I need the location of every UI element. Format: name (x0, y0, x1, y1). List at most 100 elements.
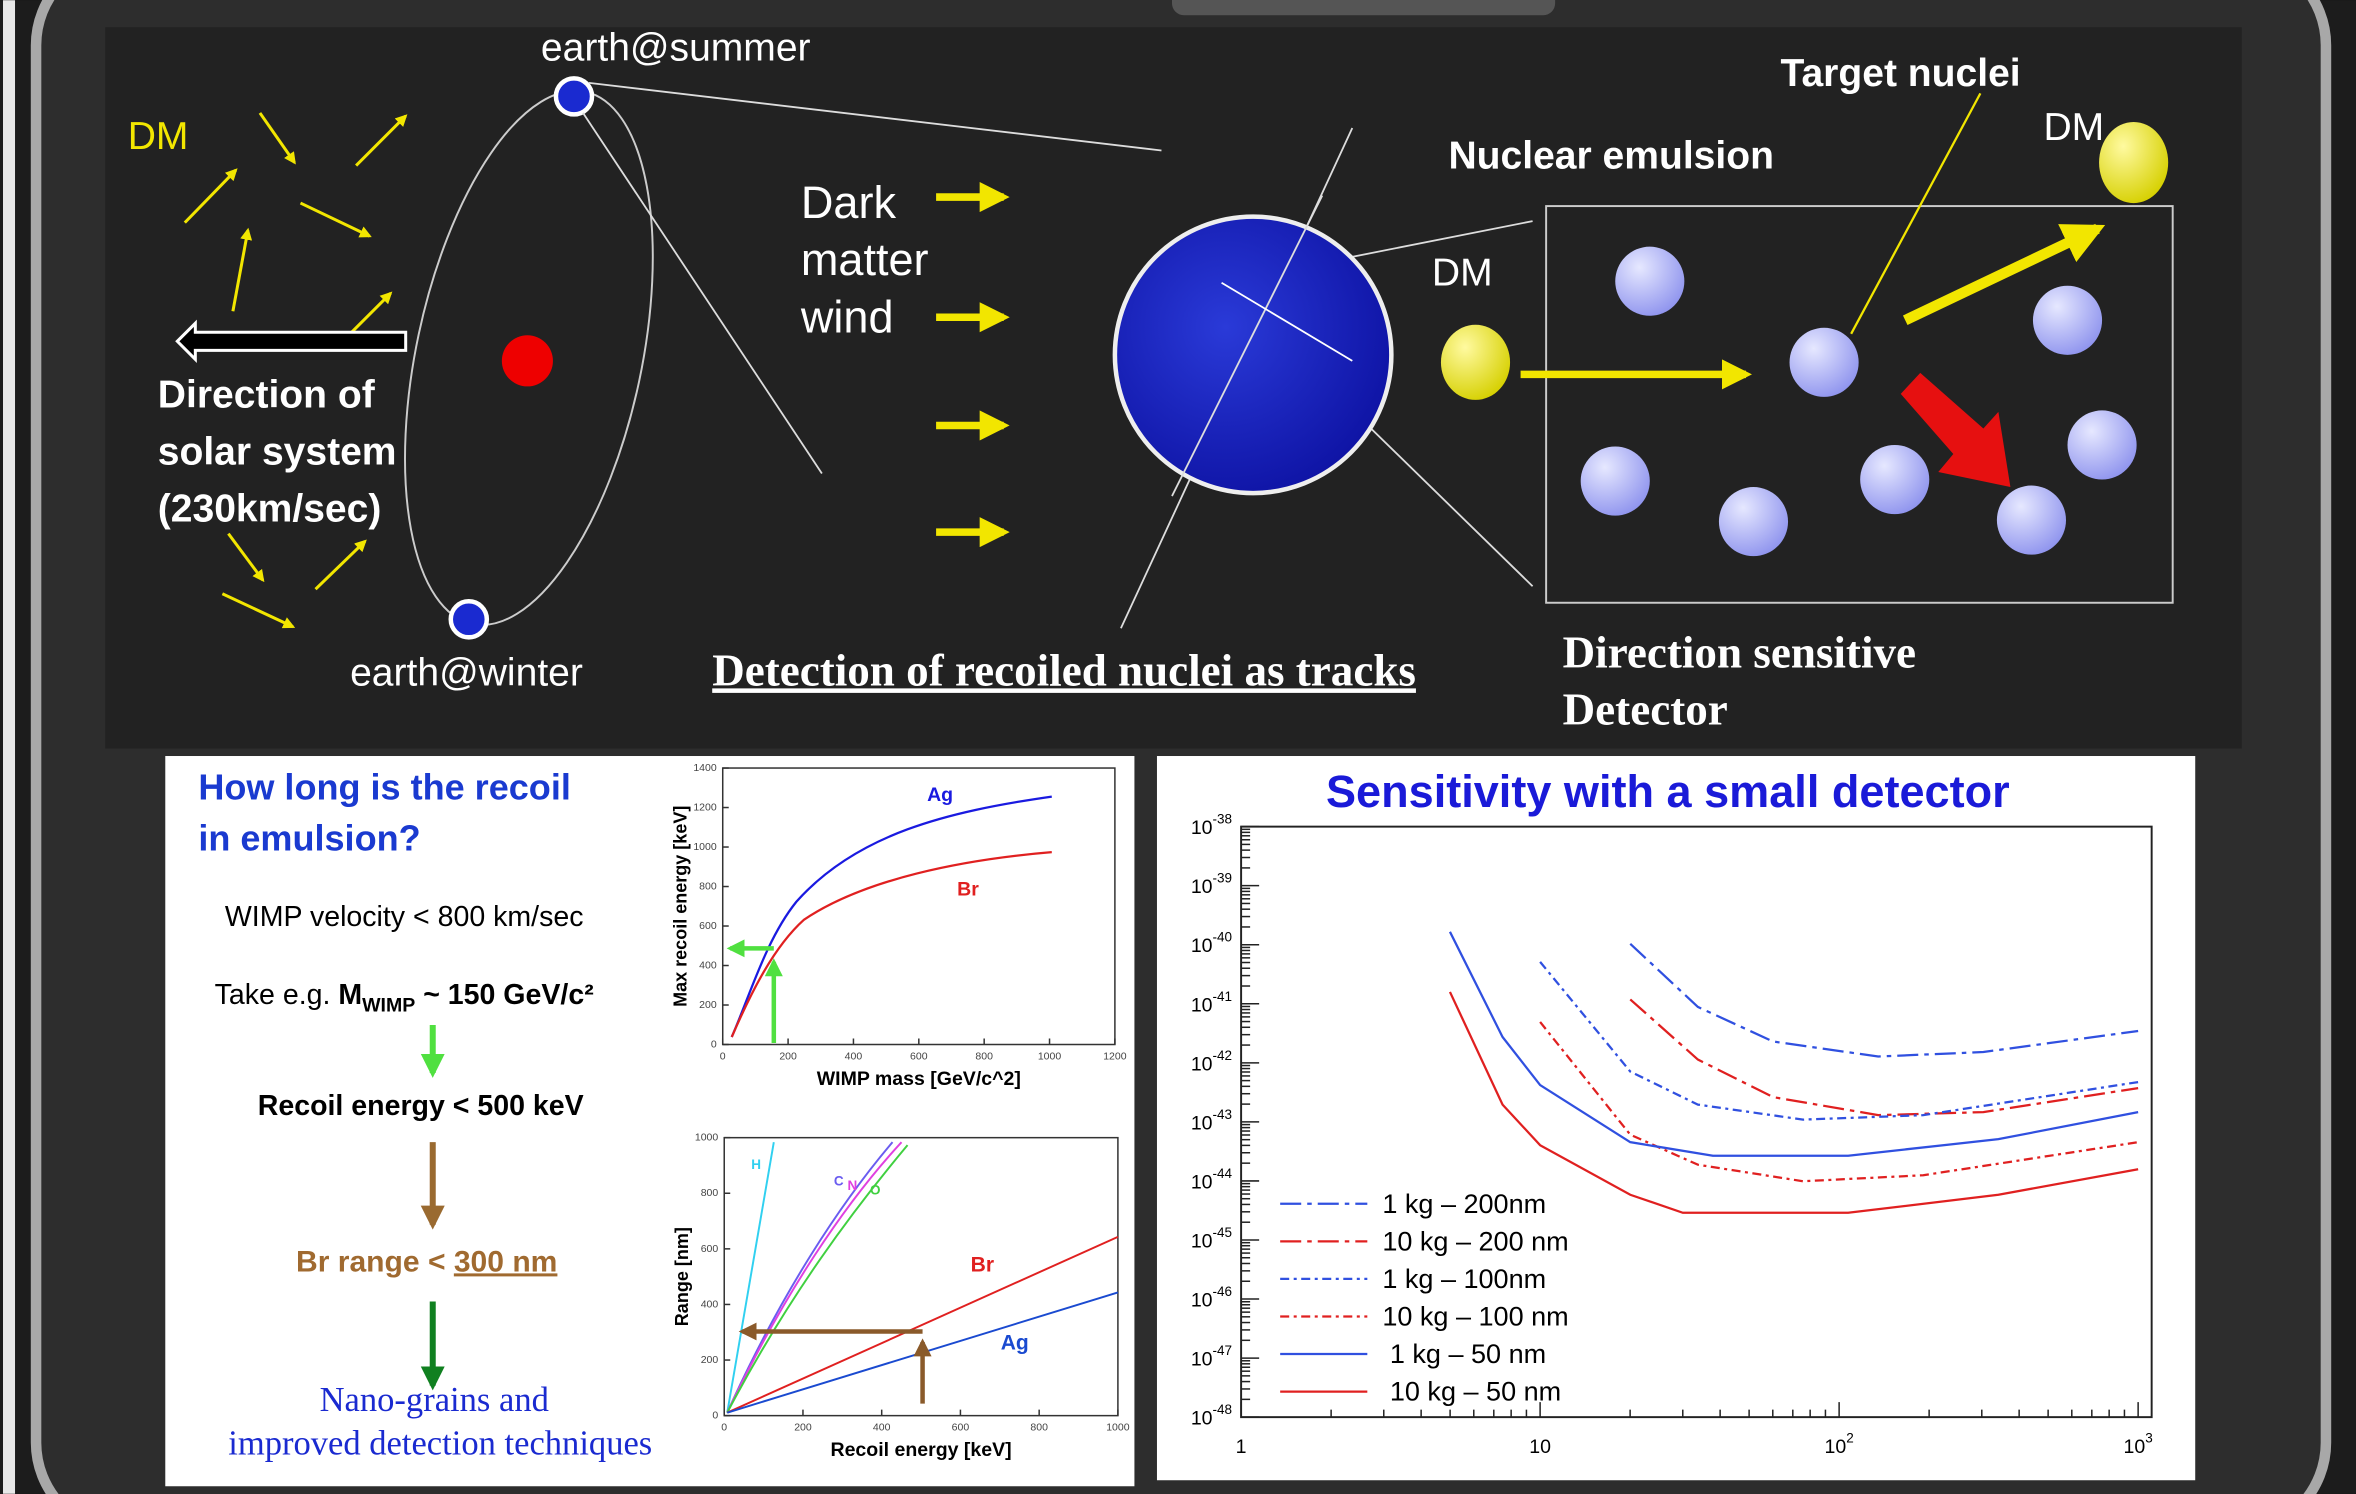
label: matter (801, 234, 929, 285)
curve-label: H (751, 1157, 761, 1172)
x-tick-label: 0 (721, 1422, 727, 1434)
label: DM (1432, 252, 1493, 295)
x-axis-label: Recoil energy [keV] (830, 1439, 1011, 1461)
x-tick-label: 3 (2145, 1431, 2153, 1446)
notch (1172, 0, 1555, 15)
y-tick-label: -48 (1213, 1402, 1233, 1417)
x-tick-label: 600 (910, 1051, 928, 1063)
legend-label: 10 kg – 50 nm (1390, 1377, 1561, 1407)
text: ~ 150 GeV/c² (415, 979, 593, 1011)
y-tick-label: -47 (1213, 1343, 1233, 1358)
label: earth@summer (541, 26, 811, 69)
y-tick-label: 600 (701, 1243, 719, 1255)
y-tick-label: 1400 (693, 762, 717, 774)
curve-label: Ag (1001, 1332, 1029, 1355)
y-tick-label: -39 (1213, 871, 1233, 886)
dm-particle (2099, 122, 2168, 203)
x-tick-label: 400 (873, 1422, 891, 1434)
y-tick-label: -43 (1213, 1107, 1233, 1122)
y-tick-label: 600 (699, 920, 717, 932)
text: Recoil energy < 500 keV (258, 1090, 584, 1122)
y-tick-label: -40 (1213, 930, 1233, 945)
y-tick-label: -38 (1213, 812, 1233, 827)
y-tick-label: 200 (699, 999, 717, 1011)
label: Direction sensitive (1563, 627, 1916, 677)
x-tick-label: 800 (975, 1051, 993, 1063)
y-tick-label: -41 (1213, 989, 1233, 1004)
x-tick-label: 1000 (1038, 1051, 1062, 1063)
y-axis-label: Range [nm] (672, 1227, 692, 1326)
label: (230km/sec) (158, 488, 382, 531)
text: Nano-grains and (320, 1381, 549, 1419)
y-tick-label: 10 (1191, 1112, 1213, 1134)
heading: in emulsion? (198, 818, 420, 859)
y-tick-label: 200 (701, 1354, 719, 1366)
curve-label: N (847, 1178, 857, 1193)
x-tick-label: 1 (1236, 1436, 1247, 1458)
text: WIMP velocity < 800 km/sec (225, 901, 584, 933)
y-tick-label: 10 (1191, 1349, 1213, 1371)
x-tick-label: 1000 (1106, 1422, 1130, 1434)
curve-label: C (834, 1174, 844, 1189)
label: Dark (801, 177, 897, 228)
legend-label: 10 kg – 200 nm (1382, 1226, 1568, 1256)
y-tick-label: 0 (712, 1410, 718, 1422)
text: Br range < 300 nm (296, 1245, 557, 1278)
label: Direction of (158, 373, 376, 416)
edge (3, 0, 15, 1494)
page: {"diagram":{"dm_left":"DM","earth_summer… (0, 0, 2356, 1494)
label: wind (800, 291, 894, 342)
legend-label: 10 kg – 100 nm (1382, 1301, 1568, 1331)
x-tick-label: 200 (779, 1051, 797, 1063)
y-tick-label: 10 (1191, 1230, 1213, 1252)
legend-label: 1 kg – 100nm (1382, 1264, 1546, 1294)
y-tick-label: 10 (1191, 935, 1213, 957)
x-tick-label: 2 (1846, 1431, 1854, 1446)
x-tick-label: 10 (1529, 1436, 1551, 1458)
y-tick-label: -42 (1213, 1048, 1233, 1063)
label: DM (128, 115, 189, 158)
x-tick-label: 800 (1030, 1422, 1048, 1434)
curve-label: Br (971, 1253, 994, 1276)
y-tick-label: 10 (1191, 1408, 1213, 1430)
label: earth@winter (350, 651, 583, 694)
label: Nuclear emulsion (1448, 135, 1774, 178)
sun (502, 335, 553, 386)
y-tick-label: -44 (1213, 1166, 1233, 1181)
legend-label: 1 kg – 50 nm (1390, 1339, 1546, 1369)
y-tick-label: 10 (1191, 994, 1213, 1016)
dm-particle (1441, 325, 1510, 400)
emulsion-sphere (1115, 217, 1391, 493)
y-tick-label: 10 (1191, 1171, 1213, 1193)
x-tick-label: 400 (845, 1051, 863, 1063)
y-tick-label: 10 (1191, 817, 1213, 839)
y-tick-label: 10 (1191, 1053, 1213, 1075)
curve-label: Br (957, 879, 979, 901)
text: Take e.g. (215, 979, 339, 1011)
earth-winter (451, 601, 487, 637)
y-tick-label: 0 (711, 1039, 717, 1051)
x-tick-label: 10 (2124, 1436, 2146, 1458)
text: improved detection techniques (228, 1425, 652, 1463)
slide: DM earth@summer earth@winter Direction o… (0, 0, 2356, 1494)
label: solar system (158, 431, 397, 474)
plot-title: Sensitivity with a small detector (1326, 766, 2010, 817)
y-tick-label: -46 (1213, 1284, 1233, 1299)
y-tick-label: 1000 (695, 1132, 719, 1144)
text: 300 nm (454, 1245, 558, 1278)
y-tick-label: 10 (1191, 1290, 1213, 1312)
y-tick-label: 1000 (693, 841, 717, 853)
y-tick-label: 400 (699, 960, 717, 972)
label: Detection of recoiled nuclei as tracks (712, 645, 1416, 695)
legend-label: 1 kg – 200nm (1382, 1189, 1546, 1219)
heading: How long is the recoil (198, 767, 571, 808)
curve-label: Ag (927, 784, 953, 806)
x-tick-label: 0 (720, 1051, 726, 1063)
label: DM (2043, 106, 2104, 149)
curve-label: O (870, 1183, 881, 1198)
x-tick-label: 1200 (1103, 1051, 1127, 1063)
x-tick-label: 10 (1824, 1436, 1846, 1458)
y-tick-label: 800 (699, 881, 717, 893)
text: WIMP (362, 994, 415, 1016)
y-tick-label: 800 (701, 1187, 719, 1199)
